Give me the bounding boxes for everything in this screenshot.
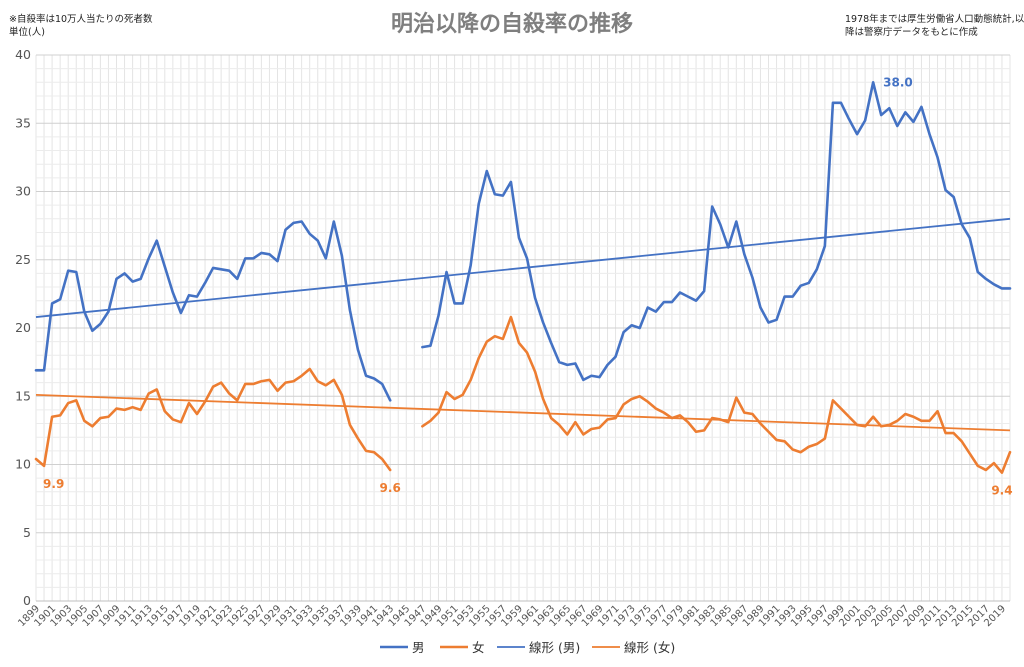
note-left-line1: ※自殺率は10万人当たりの死者数: [9, 13, 153, 25]
y-tick-label: 5: [23, 525, 31, 540]
legend-label: 線形 (女): [624, 640, 675, 655]
note-right-line1: 1978年までは厚生労働省人口動態統計,以: [845, 13, 1024, 25]
y-axis-ticks: 0 5 10 15 20 25 30 35 40: [15, 47, 31, 608]
note-right-line2: 降は警察庁データをもとに作成: [845, 26, 978, 38]
chart-title: 明治以降の自殺率の推移: [391, 11, 633, 37]
data-label: 38.0: [883, 75, 913, 89]
y-tick-label: 40: [15, 47, 31, 62]
trendlines: [35, 217, 1011, 432]
legend-label: 女: [472, 640, 485, 655]
y-tick-label: 25: [15, 252, 31, 267]
data-label: 9.6: [380, 481, 401, 495]
trendline-female: [35, 393, 1011, 432]
legend: 男 女 線形 (男) 線形 (女): [380, 640, 675, 655]
annotations: 38.0 9.9 9.6 9.4: [43, 75, 1013, 497]
legend-label: 男: [412, 640, 425, 655]
y-tick-label: 20: [15, 320, 31, 335]
legend-label: 線形 (男): [529, 640, 580, 655]
y-tick-label: 35: [15, 115, 31, 130]
y-tick-label: 10: [15, 457, 31, 472]
series-line-female: [34, 315, 1012, 474]
y-tick-label: 15: [15, 388, 31, 403]
x-axis-ticks: 1899190119031905190719091911191319151917…: [16, 603, 1008, 629]
grid: [35, 54, 1011, 602]
series-line-male: [34, 81, 1012, 402]
y-tick-label: 30: [15, 184, 31, 199]
trendline-male: [35, 217, 1011, 318]
y-tick-label: 0: [23, 593, 31, 608]
series-lines: [34, 81, 1012, 474]
data-label: 9.9: [43, 477, 64, 491]
note-left-line2: 単位(人): [9, 26, 45, 38]
data-label: 9.4: [991, 484, 1012, 498]
